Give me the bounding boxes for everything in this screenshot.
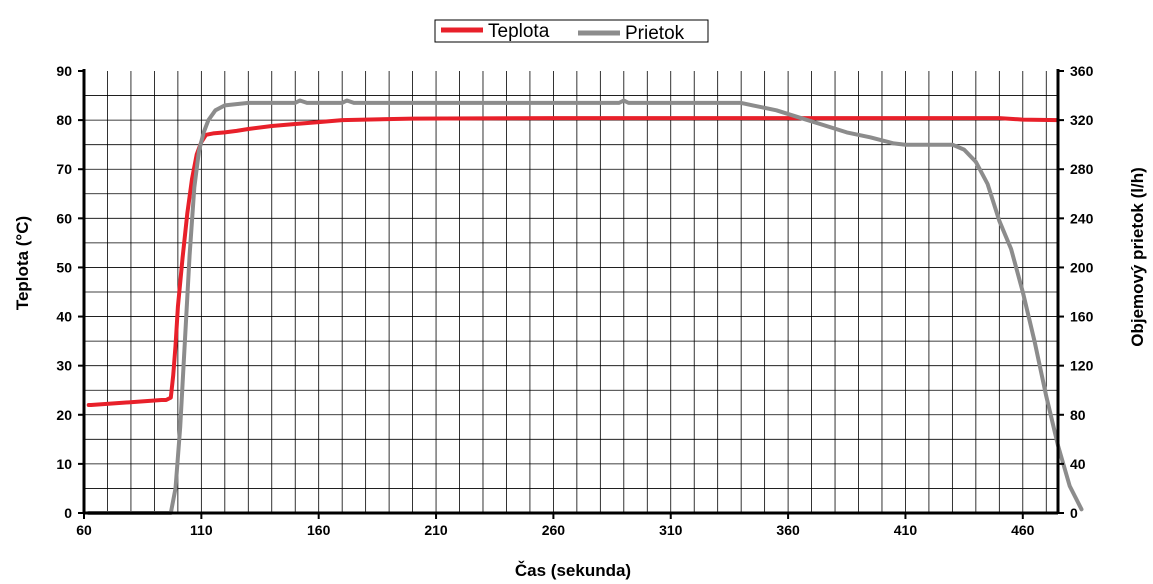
y-left-tick-label: 20 [56,407,72,423]
legend-label-teplota: Teplota [488,21,550,42]
y-right-tick-label: 200 [1070,259,1094,275]
y-right-tick-label: 40 [1070,456,1086,472]
series-lines [86,98,1084,515]
y-left-tick-label: 80 [56,112,72,128]
y-axis-right-title: Objemový prietok (l/h) [1128,167,1147,346]
y-right-tick-label: 120 [1070,358,1094,374]
series-line-prietok [86,98,1084,515]
x-tick-label: 310 [659,522,683,538]
y-right-tick-label: 160 [1070,309,1094,325]
x-tick-label: 60 [76,522,92,538]
legend-label-prietok: Prietok [625,23,685,44]
y-left-tick-label: 90 [56,63,72,79]
x-tick-label: 460 [1011,522,1035,538]
x-tick-label: 260 [542,522,566,538]
y-left-tick-label: 70 [56,161,72,177]
grid [84,71,1058,513]
x-tick-label: 360 [776,522,800,538]
axes [78,69,1064,519]
y-left-tick-label: 60 [56,210,72,226]
x-tick-label: 160 [307,522,331,538]
x-tick-label: 210 [424,522,448,538]
x-axis-title: Čas (sekunda) [515,561,631,580]
y-right-tick-label: 360 [1070,63,1094,79]
y-left-tick-label: 0 [64,505,72,521]
y-left-tick-label: 30 [56,358,72,374]
y-left-tick-label: 40 [56,309,72,325]
x-tick-label: 410 [894,522,918,538]
tick-labels: 60 110 160 210 260 310 360 410 460 0 10 20 30 40 50 60 7… [56,63,1093,538]
y-right-tick-label: 240 [1070,210,1094,226]
legend: Teplota Prietok [434,19,709,44]
y-left-tick-label: 50 [56,259,72,275]
y-axis-left-title: Teplota (°C) [13,216,32,310]
y-right-tick-label: 320 [1070,112,1094,128]
y-right-tick-label: 80 [1070,407,1086,423]
y-right-tick-label: 0 [1070,505,1078,521]
y-right-tick-label: 280 [1070,161,1094,177]
series-line-teplota [86,116,1060,407]
y-left-tick-label: 10 [56,456,72,472]
legend-box [434,19,709,43]
x-tick-label: 110 [190,522,213,538]
